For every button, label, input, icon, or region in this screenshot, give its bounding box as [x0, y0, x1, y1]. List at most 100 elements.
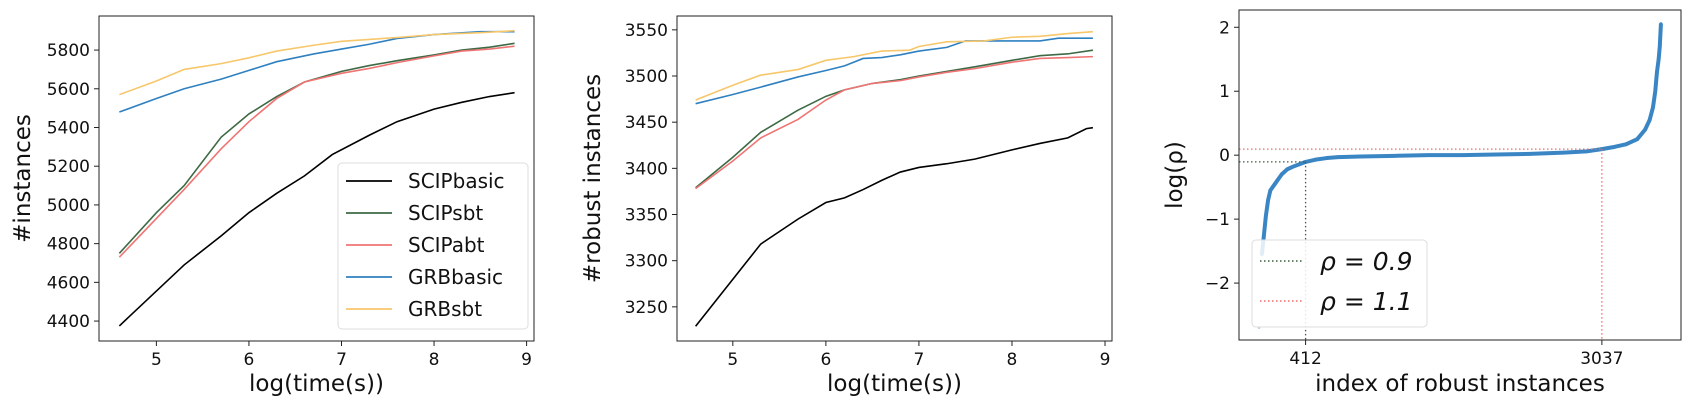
y-tick-label: −2	[1205, 274, 1230, 294]
y-axis-label: log(ρ)	[1162, 141, 1188, 209]
scatter-point	[1266, 198, 1270, 202]
legend: SCIPbasic SCIPsbt SCIPabt GRBbasic GRBsbt	[337, 162, 529, 330]
scatter-point	[1285, 167, 1290, 172]
legend-item: GRBsbt	[346, 297, 482, 321]
scatter-point	[1297, 162, 1302, 166]
x-tick-label: 412	[1289, 349, 1321, 369]
y-tick-label: 3500	[625, 67, 668, 87]
legend-label: GRBsbt	[408, 297, 482, 321]
scatter-point	[1494, 152, 1498, 157]
series-line-series-5	[695, 30, 1093, 101]
x-tick-label: 5	[151, 350, 162, 370]
series-line-series-2	[695, 49, 1094, 189]
scatter-point	[1528, 152, 1532, 156]
legend-box	[337, 162, 529, 330]
x-tick-label: 7	[336, 350, 347, 370]
legend-label: ρ = 1.1	[1320, 287, 1412, 316]
axes-frame	[1238, 9, 1682, 341]
scatter-point	[1562, 150, 1566, 155]
y-tick-label: 4600	[47, 273, 90, 293]
legend-item: GRBbasic	[346, 265, 503, 289]
series-line-scipsbt	[118, 42, 515, 254]
legend: ρ = 0.9 ρ = 1.1	[1251, 239, 1428, 328]
legend-item: SCIPsbt	[346, 201, 483, 225]
scatter-point	[1647, 118, 1652, 122]
scatter-point	[1651, 105, 1655, 110]
y-tick-label: 3300	[625, 252, 668, 272]
y-tick-label: 4800	[47, 235, 90, 255]
legend-item: ρ = 0.9	[1260, 247, 1412, 276]
scatter-point	[1612, 145, 1617, 149]
scatter-point	[1268, 188, 1273, 193]
y-tick-label: −1	[1205, 210, 1230, 230]
axes-frame	[676, 15, 1113, 342]
scatter-point	[1273, 182, 1277, 186]
legend-item: SCIPbasic	[346, 169, 505, 193]
x-tick-label: 6	[244, 350, 255, 370]
axes-frame	[98, 15, 535, 342]
x-tick-label: 9	[1100, 350, 1111, 370]
x-tick-label: 8	[429, 350, 440, 370]
legend-label: SCIPbasic	[408, 169, 505, 193]
scatter-point	[1325, 156, 1329, 160]
y-tick-label: 3550	[625, 21, 668, 41]
y-tick-label: 5000	[47, 196, 90, 216]
y-tick-label: 2	[1219, 18, 1230, 38]
scatter-point	[1336, 155, 1340, 159]
scatter-point	[1291, 164, 1295, 169]
y-tick-label: 3250	[625, 298, 668, 318]
scatter-point	[1655, 70, 1659, 74]
series-line-series-1	[694, 126, 1094, 327]
legend-label: SCIPsbt	[408, 201, 483, 225]
y-axis-label: #robust instances	[580, 74, 606, 283]
series-line-series-4	[695, 37, 1093, 105]
legend-label: ρ = 0.9	[1320, 247, 1412, 276]
scatter-point	[1653, 89, 1658, 94]
y-tick-label: 5200	[47, 157, 90, 177]
series-line-series-3	[695, 55, 1093, 190]
x-axis-label: log(time(s))	[827, 371, 962, 397]
y-tick-label: 4400	[47, 312, 90, 332]
scatter-point	[1635, 137, 1640, 141]
subplot-2: 5 6 7 8 9 3250 3300 3350 3400 3450 3500 3550 log(tim…	[580, 15, 1113, 397]
subplot-3: 412 3037 2 1 0 −1 −2 index of robust instances l…	[1162, 9, 1682, 397]
legend-box	[1251, 239, 1428, 328]
plot-area	[118, 29, 515, 327]
y-tick-label: 3350	[625, 206, 668, 226]
subplot-1: 5 6 7 8 9 4400 4600 4800 5000 5200 5400 5600 5800 log…	[10, 15, 535, 397]
scatter-point	[1584, 149, 1589, 154]
y-tick-label: 5400	[47, 118, 90, 138]
x-axis-label: index of robust instances	[1315, 371, 1605, 397]
scatter-trace	[1259, 23, 1663, 255]
x-tick-label: 5	[727, 350, 738, 370]
x-tick-label: 8	[1007, 350, 1018, 370]
x-tick-label: 3037	[1580, 349, 1623, 369]
scatter-point	[1624, 142, 1628, 147]
scatter-point	[1279, 172, 1284, 177]
series-line-grbsbt	[119, 29, 515, 96]
y-tick-label: 5800	[47, 41, 90, 61]
x-tick-label: 6	[820, 350, 831, 370]
scatter-point	[1264, 214, 1268, 218]
y-tick-label: 3400	[625, 159, 668, 179]
x-axis-label: log(time(s))	[249, 371, 384, 397]
scatter-point	[1313, 157, 1318, 162]
scatter-point	[1392, 154, 1397, 158]
x-tick-label: 9	[521, 350, 532, 370]
series-line-scipbasic	[118, 91, 515, 327]
legend-label: SCIPabt	[408, 233, 485, 257]
scatter-point	[1656, 57, 1661, 62]
legend-label: GRBbasic	[408, 265, 503, 289]
scatter-point	[1358, 154, 1363, 159]
scatter-point	[1643, 127, 1647, 132]
scatter-point	[1659, 22, 1663, 26]
scatter-point	[1460, 153, 1465, 157]
y-axis-label: #instances	[10, 114, 36, 243]
legend-item: SCIPabt	[346, 233, 485, 257]
scatter-point	[1426, 153, 1431, 157]
plot-area	[694, 30, 1094, 327]
y-tick-label: 3450	[625, 113, 668, 133]
y-tick-label: 5600	[47, 80, 90, 100]
